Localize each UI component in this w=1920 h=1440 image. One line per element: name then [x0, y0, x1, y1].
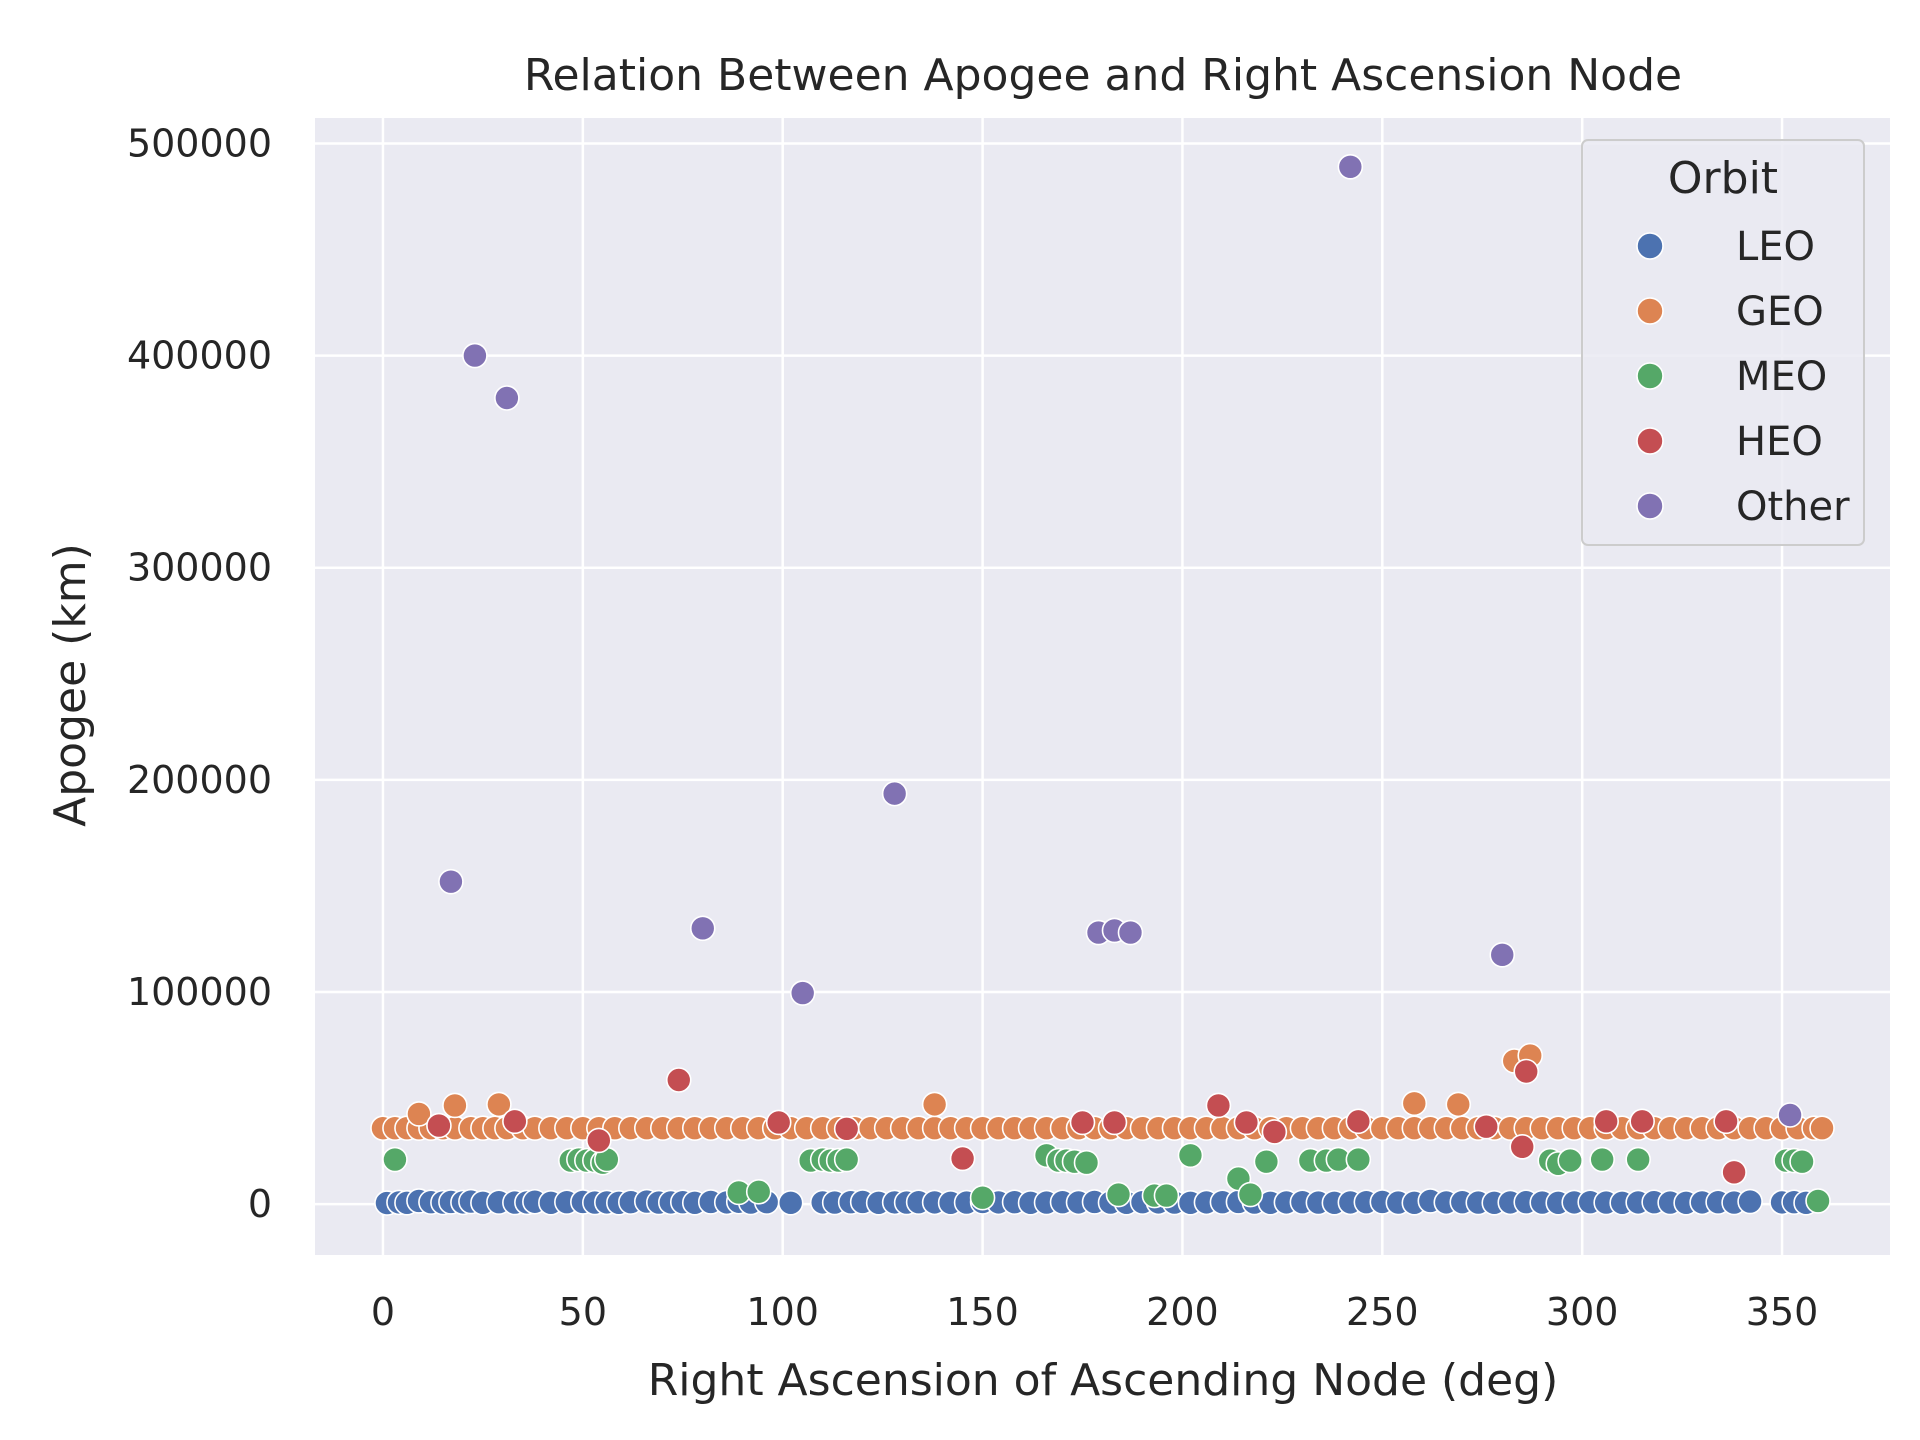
- legend-label: HEO: [1736, 419, 1823, 465]
- data-point: [1101, 1109, 1128, 1136]
- y-tick-label: 200000: [127, 758, 272, 802]
- data-point: [502, 1108, 528, 1135]
- x-tick-label: 350: [1746, 1290, 1819, 1334]
- data-point: [689, 915, 716, 942]
- x-tick-labels: 0 50 100 150 200 250 300 350: [371, 1290, 1818, 1334]
- x-axis-label: Right Ascension of Ascending Node (deg): [648, 1355, 1559, 1406]
- data-point: [442, 1092, 468, 1119]
- data-point: [1805, 1188, 1831, 1214]
- data-point: [494, 385, 520, 411]
- data-point: [382, 1146, 408, 1173]
- data-point: [881, 780, 908, 807]
- data-point: [1721, 1159, 1747, 1186]
- data-point: [1445, 1091, 1472, 1118]
- data-point: [777, 1190, 804, 1216]
- legend-marker: [1636, 492, 1664, 520]
- y-tick-labels: 0 100000 200000 300000 400000 500000: [127, 121, 272, 1226]
- data-point: [1105, 1181, 1132, 1208]
- data-point: [586, 1127, 612, 1154]
- data-point: [1489, 942, 1516, 968]
- legend-marker: [1636, 427, 1664, 455]
- legend-marker: [1636, 232, 1664, 260]
- legend: Orbit LEO GEO MEO HEO Other: [1581, 139, 1865, 546]
- data-point: [1513, 1058, 1540, 1085]
- data-point: [1789, 1148, 1815, 1175]
- x-tick-label: 100: [746, 1290, 819, 1334]
- data-point: [1205, 1092, 1232, 1119]
- data-point: [426, 1112, 452, 1139]
- data-point: [1713, 1108, 1739, 1135]
- data-point: [1473, 1113, 1500, 1140]
- data-point: [1345, 1146, 1372, 1173]
- data-point: [1073, 1149, 1100, 1176]
- x-tick-label: 300: [1546, 1290, 1619, 1334]
- y-tick-label: 300000: [127, 546, 272, 590]
- series-heo: [426, 1058, 1747, 1186]
- series-leo: [374, 1188, 1819, 1216]
- legend-marker: [1636, 362, 1664, 390]
- data-point: [438, 868, 464, 895]
- data-point: [1233, 1109, 1260, 1136]
- data-point: [1153, 1182, 1180, 1209]
- data-point: [765, 1109, 792, 1136]
- x-tick-label: 150: [946, 1290, 1019, 1334]
- data-point: [949, 1145, 976, 1172]
- data-point: [486, 1091, 512, 1118]
- data-point: [1345, 1108, 1372, 1135]
- data-point: [1069, 1109, 1096, 1136]
- legend-label: GEO: [1736, 289, 1824, 335]
- y-tick-label: 400000: [127, 334, 272, 378]
- data-point: [1237, 1181, 1264, 1208]
- data-point: [665, 1067, 692, 1093]
- legend-marker: [1636, 297, 1664, 325]
- legend-title: Orbit: [1668, 153, 1778, 204]
- y-tick-label: 0: [248, 1182, 272, 1226]
- legend-label: MEO: [1736, 354, 1827, 400]
- data-point: [1401, 1090, 1428, 1117]
- data-point: [406, 1101, 432, 1127]
- series-other: [438, 153, 1803, 1128]
- data-point: [1809, 1115, 1835, 1141]
- y-axis-label: Apogee (km): [45, 543, 96, 827]
- x-tick-label: 50: [559, 1290, 607, 1334]
- data-point: [969, 1184, 996, 1211]
- data-point: [1557, 1147, 1584, 1174]
- legend-label: LEO: [1736, 224, 1815, 270]
- data-point: [1509, 1134, 1536, 1160]
- data-point: [1177, 1142, 1204, 1169]
- y-tick-label: 100000: [127, 970, 272, 1014]
- data-point: [1337, 153, 1364, 180]
- x-tick-label: 250: [1346, 1290, 1419, 1334]
- data-point: [1737, 1188, 1763, 1215]
- y-tick-label: 500000: [127, 121, 272, 165]
- x-tick-label: 0: [371, 1290, 395, 1334]
- data-point: [1777, 1102, 1803, 1128]
- data-point: [833, 1146, 860, 1173]
- data-point: [1253, 1148, 1280, 1175]
- data-point: [462, 342, 488, 369]
- data-point: [789, 980, 816, 1006]
- data-points: [370, 153, 1835, 1216]
- data-point: [745, 1178, 772, 1205]
- data-point: [1593, 1108, 1619, 1135]
- data-point: [921, 1091, 948, 1118]
- x-tick-label: 200: [1146, 1290, 1219, 1334]
- data-point: [1261, 1119, 1288, 1145]
- legend-label: Other: [1736, 484, 1850, 530]
- data-point: [833, 1115, 860, 1142]
- data-point: [1625, 1146, 1651, 1173]
- chart-title: Relation Between Apogee and Right Ascens…: [524, 50, 1682, 101]
- data-point: [1117, 919, 1144, 946]
- data-point: [1629, 1108, 1655, 1135]
- data-point: [1589, 1146, 1615, 1173]
- series-meo: [382, 1142, 1831, 1214]
